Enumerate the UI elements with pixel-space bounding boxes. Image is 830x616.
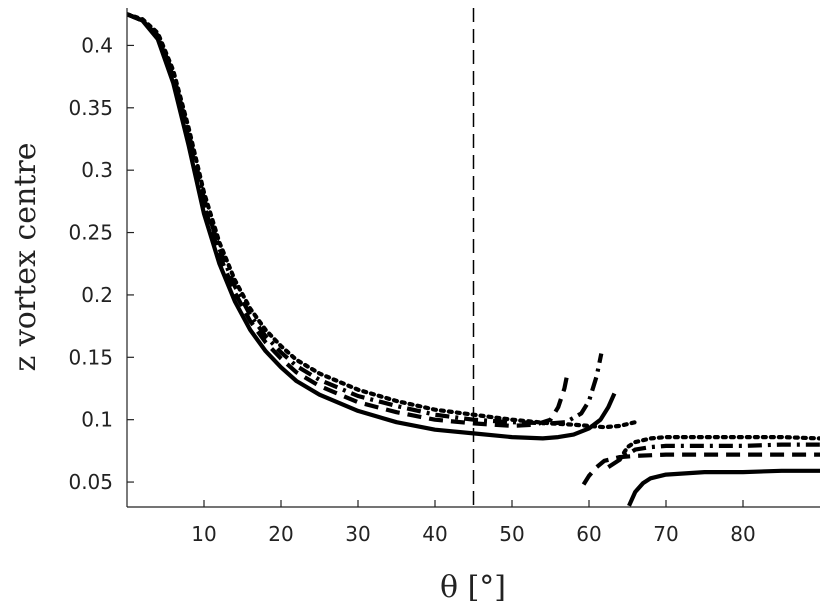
series-dotted-segment-1: [127, 12, 638, 430]
y-tick-label: 0.25: [68, 221, 113, 245]
series-solid-segment-2: [627, 468, 820, 507]
axes: [126, 8, 820, 508]
x-tick-label: 60: [576, 522, 601, 546]
x-ticks: 10 20 30 40 50 60 70 80: [191, 500, 756, 546]
x-axis-title: θ [°]: [440, 570, 506, 605]
x-tick-label: 20: [268, 522, 293, 546]
y-tick-label: 0.1: [81, 408, 113, 432]
x-tick-label: 30: [345, 522, 370, 546]
x-tick-label: 80: [730, 522, 755, 546]
y-tick-label: 0.4: [81, 33, 113, 57]
y-axis-title: z vortex centre: [8, 143, 43, 372]
y-tick-label: 0.05: [68, 470, 113, 494]
series-solid-segment-1: [127, 12, 617, 441]
series-dashdot-segment-1: [127, 12, 604, 426]
x-tick-label: 70: [653, 522, 678, 546]
series-layer: [127, 12, 820, 507]
y-tick-label: 0.15: [68, 345, 113, 369]
y-ticks: 0.05 0.1 0.15 0.2 0.25 0.3 0.35 0.4: [68, 33, 134, 494]
series-dashed-segment-2: [581, 452, 820, 486]
series-dashed-segment-1: [127, 12, 571, 428]
x-tick-label: 10: [191, 522, 216, 546]
y-tick-label: 0.3: [81, 158, 113, 182]
x-tick-label: 50: [499, 522, 524, 546]
series-dotted-segment-2: [617, 435, 820, 462]
y-tick-label: 0.35: [68, 96, 113, 120]
y-tick-label: 0.2: [81, 283, 113, 307]
x-tick-label: 40: [422, 522, 447, 546]
